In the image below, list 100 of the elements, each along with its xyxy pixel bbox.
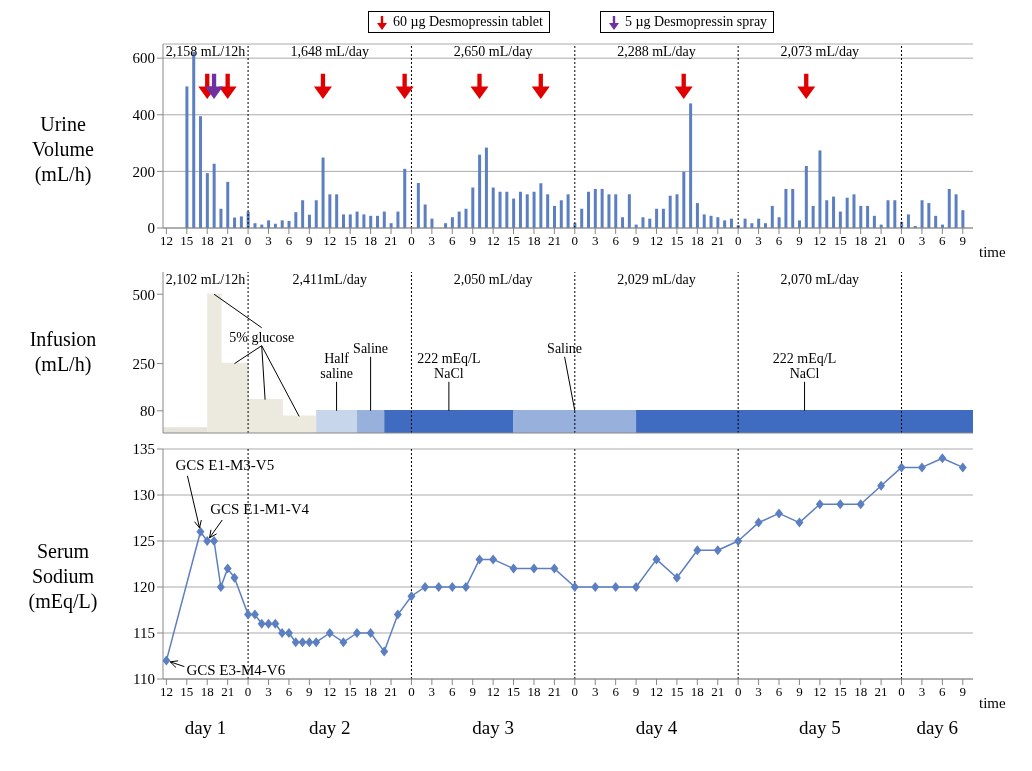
- x-tick-label: 15: [670, 684, 684, 700]
- x-axis-title: time: [979, 244, 1006, 261]
- x-tick-label: 21: [384, 684, 398, 700]
- x-tick-label: 15: [833, 684, 847, 700]
- x-tick-label: 0: [244, 233, 252, 249]
- y-tick-label: 120: [132, 579, 155, 596]
- x-axis-title: time: [979, 695, 1006, 712]
- x-tick-label: 6: [939, 684, 947, 700]
- annotation: 2,288 mL/day: [617, 44, 696, 59]
- x-tick-label: 3: [755, 684, 762, 700]
- y-tick-label: 135: [132, 441, 155, 458]
- annotation: 2,102 mL/12h: [165, 272, 246, 287]
- x-tick-label: 21: [711, 233, 725, 249]
- legend-label: 60 µg Desmopressin tablet: [392, 14, 543, 30]
- text: 222 mEq/L NaCl: [417, 350, 481, 381]
- x-tick-label: 9: [796, 684, 803, 700]
- x-tick-label: 12: [813, 233, 827, 249]
- annotation: GCS E1-M3-V5: [175, 456, 275, 473]
- x-tick-label: 0: [408, 684, 415, 700]
- text: Saline: [547, 340, 583, 356]
- x-tick-label: 18: [364, 233, 378, 249]
- y-axis-title: Serum Sodium (mEq/L): [27, 538, 99, 615]
- y-axis-title: Infusion (mL/h): [28, 326, 98, 377]
- x-tick-label: 3: [755, 233, 762, 249]
- text: Saline: [353, 340, 389, 356]
- x-tick-label: 6: [612, 684, 620, 700]
- x-tick-label: 3: [918, 233, 926, 249]
- y-tick-label: 125: [132, 533, 155, 550]
- y-tick-label: 200: [132, 163, 155, 180]
- x-tick-label: 18: [854, 684, 868, 700]
- x-tick-label: 15: [180, 684, 194, 700]
- annotation: 2,029 mL/day: [617, 272, 696, 287]
- x-tick-label: 15: [507, 684, 521, 700]
- x-tick-label: 15: [670, 233, 684, 249]
- x-tick-label: 9: [469, 684, 476, 700]
- x-tick-label: 3: [265, 233, 272, 249]
- text: day 3: [472, 717, 514, 738]
- x-tick-label: 21: [221, 684, 235, 700]
- x-tick-label: 0: [571, 233, 579, 249]
- x-tick-label: 18: [200, 233, 214, 249]
- x-tick-label: 3: [265, 684, 272, 700]
- x-tick-label: 12: [159, 233, 173, 249]
- annotation: GCS E3-M4-V6: [186, 661, 286, 678]
- x-tick-label: 12: [486, 233, 500, 249]
- x-tick-label: 3: [918, 684, 926, 700]
- x-tick-label: 12: [649, 684, 663, 700]
- x-tick-label: 12: [813, 684, 827, 700]
- y-tick-label: 110: [133, 671, 155, 688]
- annotation: 2,073 mL/day: [780, 44, 860, 59]
- x-tick-label: 21: [384, 233, 398, 249]
- y-axis-title: Urine Volume (mL/h): [31, 111, 95, 187]
- x-tick-label: 3: [591, 684, 599, 700]
- x-tick-label: 9: [469, 233, 476, 249]
- y-tick-label: 80: [140, 403, 155, 420]
- x-tick-label: 18: [690, 233, 704, 249]
- text: 222 mEq/L NaCl: [772, 350, 837, 381]
- text: day 2: [308, 717, 351, 738]
- x-tick-label: 0: [898, 684, 905, 700]
- x-tick-label: 6: [285, 684, 293, 700]
- x-tick-label: 0: [408, 233, 415, 249]
- x-tick-label: 21: [547, 233, 561, 249]
- x-tick-label: 6: [939, 233, 947, 249]
- x-tick-label: 9: [959, 684, 967, 700]
- x-tick-label: 6: [449, 684, 457, 700]
- y-tick-label: 115: [133, 625, 155, 642]
- legend-label: 5 µg Desmopressin spray: [624, 14, 768, 30]
- y-tick-label: 600: [132, 50, 155, 67]
- x-tick-label: 9: [306, 233, 313, 249]
- x-tick-label: 12: [323, 233, 337, 249]
- x-tick-label: 3: [428, 233, 436, 249]
- y-tick-label: 250: [132, 355, 155, 372]
- text: day 6: [916, 717, 959, 738]
- annotation: 2,650 mL/day: [453, 44, 533, 59]
- text: day 5: [799, 717, 841, 738]
- x-tick-label: 15: [343, 684, 357, 700]
- x-tick-label: 15: [833, 233, 847, 249]
- x-tick-label: 15: [343, 233, 357, 249]
- x-tick-label: 12: [159, 684, 173, 700]
- annotation: GCS E1-M1-V4: [210, 501, 310, 517]
- x-tick-label: 18: [200, 684, 214, 700]
- x-tick-label: 6: [775, 684, 783, 700]
- y-tick-label: 130: [132, 487, 155, 504]
- x-tick-label: 21: [221, 233, 235, 249]
- text: Half saline: [320, 350, 353, 381]
- annotation: 2,411mL/day: [292, 272, 368, 287]
- text: day 1: [184, 717, 227, 738]
- x-tick-label: 18: [527, 233, 541, 249]
- y-tick-label: 0: [147, 220, 155, 237]
- x-tick-label: 15: [180, 233, 194, 249]
- series-label: 5% glucose: [229, 329, 295, 345]
- x-tick-label: 6: [775, 233, 783, 249]
- text: day 4: [635, 717, 678, 738]
- x-tick-label: 12: [486, 684, 500, 700]
- y-tick-label: 500: [132, 286, 155, 303]
- x-tick-label: 0: [734, 684, 742, 700]
- x-tick-label: 18: [854, 233, 868, 249]
- x-tick-label: 6: [612, 233, 620, 249]
- x-tick-label: 9: [959, 233, 967, 249]
- annotation: 2,050 mL/day: [453, 272, 533, 287]
- annotation: 2,070 mL/day: [780, 272, 860, 287]
